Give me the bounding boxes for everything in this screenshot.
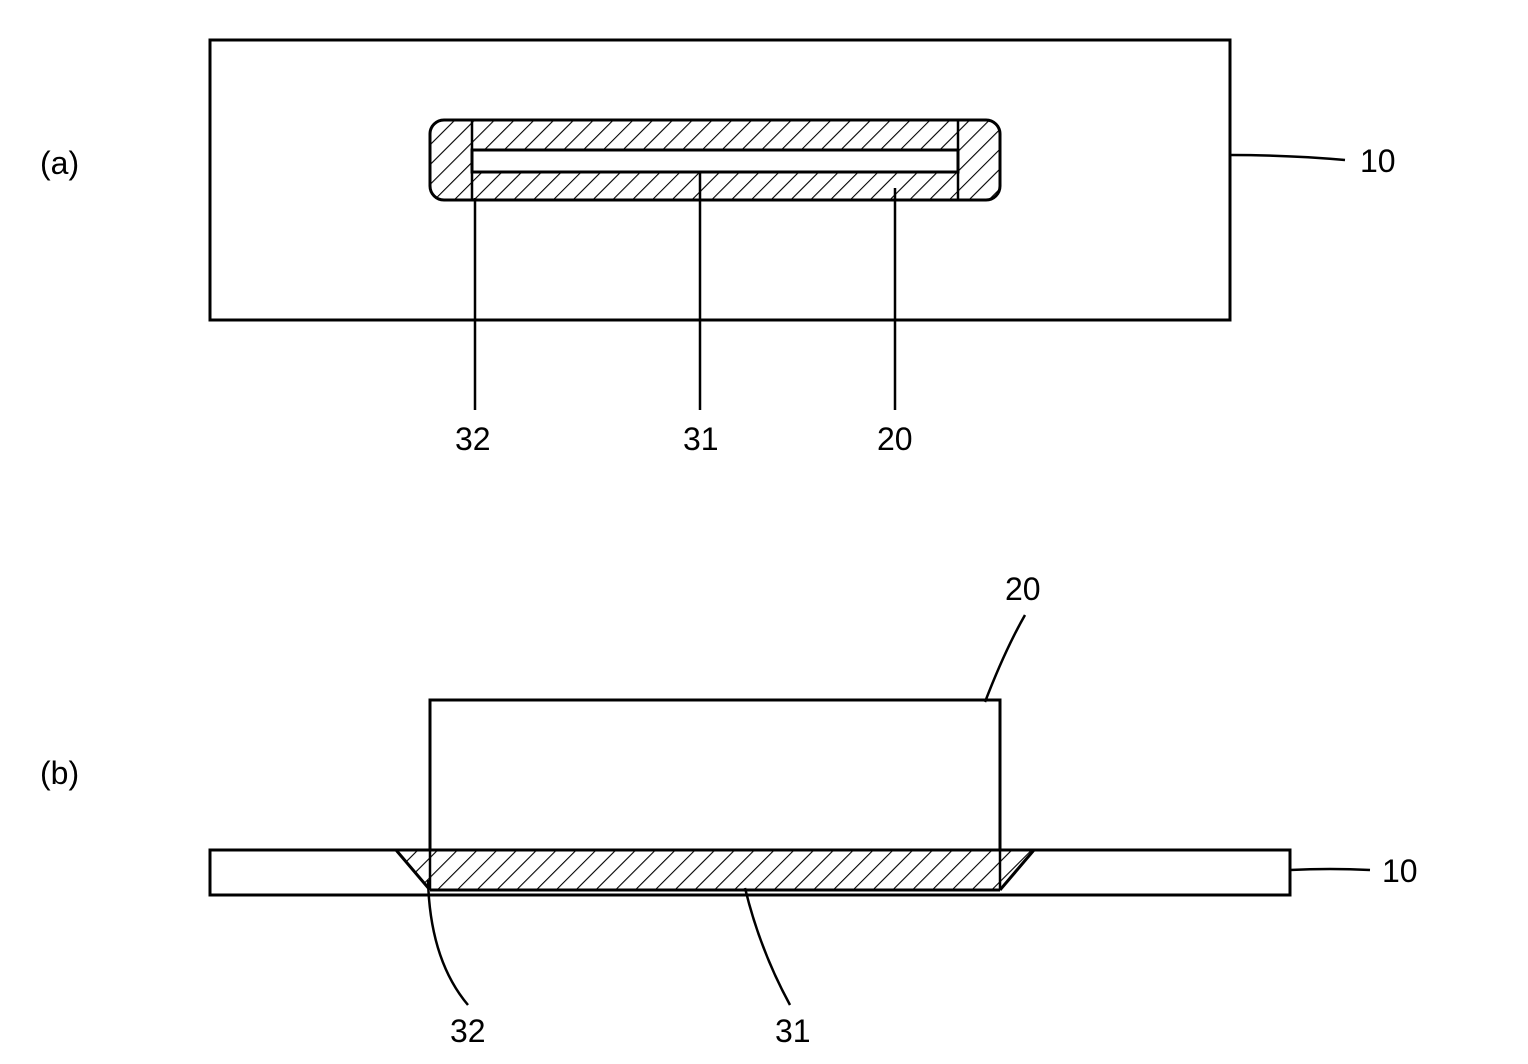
callout-a-20: 20: [877, 421, 913, 457]
leader-b-10: [1290, 869, 1370, 870]
hatched-frame-a: [430, 120, 1000, 200]
callout-b-31: 31: [775, 1013, 811, 1049]
upper-block-b: [430, 700, 1000, 850]
leader-b-20: [985, 615, 1025, 702]
hatched-strip-b: [396, 850, 1034, 890]
view-a-label: (a): [40, 145, 79, 182]
view-a: 10 32 31 20: [210, 40, 1396, 457]
diagram-svg: 10 32 31 20: [0, 0, 1528, 1064]
leader-b-31: [745, 888, 790, 1005]
callout-b-10: 10: [1382, 853, 1418, 889]
callout-b-20: 20: [1005, 571, 1041, 607]
diagram-container: (a) (b): [0, 0, 1528, 1064]
callout-b-32: 32: [450, 1013, 486, 1049]
leader-b-32: [428, 880, 468, 1005]
callout-a-31: 31: [683, 421, 719, 457]
callout-a-10: 10: [1360, 143, 1396, 179]
view-b: 20 10 32 31: [210, 571, 1418, 1049]
callout-a-32: 32: [455, 421, 491, 457]
view-b-label: (b): [40, 755, 79, 792]
leader-a-10: [1230, 155, 1345, 160]
